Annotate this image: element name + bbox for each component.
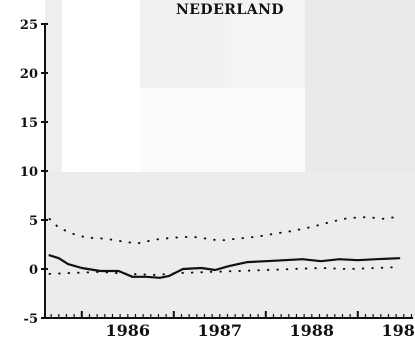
axis-labels: -5 0 5 10 15 20 25 1986 1987 1988 1989 xyxy=(20,18,415,338)
background-panel-4 xyxy=(305,0,415,172)
x-tick-label: 1986 xyxy=(106,321,151,338)
y-tick-label: 10 xyxy=(20,165,38,180)
background-panel-3 xyxy=(225,0,305,88)
x-tick-label: 1988 xyxy=(290,321,335,338)
x-tick-label: 1989 xyxy=(382,321,415,338)
y-tick-label: 25 xyxy=(20,18,38,33)
series-line-3 xyxy=(48,266,401,276)
y-tick-label: 0 xyxy=(29,263,38,278)
chart-title: NEDERLAND xyxy=(176,2,284,18)
background-panel-5 xyxy=(140,88,305,172)
background-panel-2 xyxy=(140,0,225,88)
y-tick-label: 15 xyxy=(20,116,38,131)
y-tick-label: -5 xyxy=(24,312,38,327)
background-panel-1 xyxy=(62,0,140,172)
background-panels xyxy=(45,0,415,318)
y-tick-label: 5 xyxy=(29,214,38,229)
background-panel-6 xyxy=(45,172,415,318)
series-lines xyxy=(48,215,401,279)
axes xyxy=(41,23,413,319)
x-tick-label: 1987 xyxy=(198,321,243,338)
series-line-1 xyxy=(48,254,401,279)
y-tick-label: 20 xyxy=(20,67,38,82)
